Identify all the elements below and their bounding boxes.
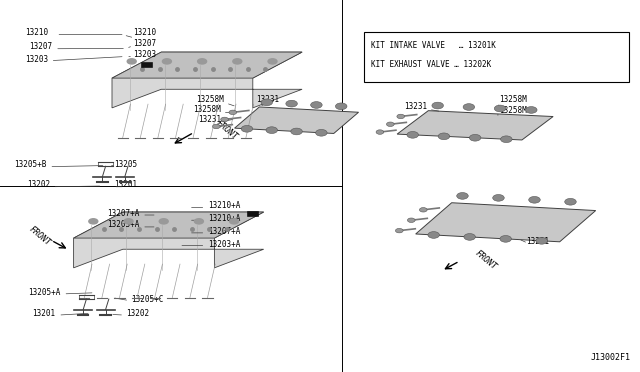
Polygon shape xyxy=(416,203,596,242)
Text: 13203+A: 13203+A xyxy=(208,240,241,248)
Bar xyxy=(247,211,259,216)
Circle shape xyxy=(89,219,98,224)
Text: 13210+A: 13210+A xyxy=(208,201,241,210)
Text: 13231: 13231 xyxy=(526,237,549,246)
Polygon shape xyxy=(74,212,264,238)
Text: 13258M: 13258M xyxy=(193,105,221,114)
Text: 13258M: 13258M xyxy=(196,95,224,104)
Circle shape xyxy=(127,59,136,64)
Circle shape xyxy=(438,133,450,140)
Text: 13231: 13231 xyxy=(404,102,428,110)
Circle shape xyxy=(159,219,168,224)
Text: FRONT: FRONT xyxy=(474,249,499,272)
Circle shape xyxy=(212,124,220,129)
Circle shape xyxy=(463,104,475,110)
Text: 13203: 13203 xyxy=(25,55,48,64)
Text: KIT EXHAUST VALVE … 13202K: KIT EXHAUST VALVE … 13202K xyxy=(371,60,492,69)
Polygon shape xyxy=(112,52,302,108)
Circle shape xyxy=(268,59,277,64)
Circle shape xyxy=(564,198,576,205)
Circle shape xyxy=(469,134,481,141)
Circle shape xyxy=(376,130,384,134)
Polygon shape xyxy=(74,212,264,268)
Text: 13231: 13231 xyxy=(198,115,221,124)
Circle shape xyxy=(500,235,511,242)
Circle shape xyxy=(261,99,273,106)
Circle shape xyxy=(310,102,322,108)
Circle shape xyxy=(221,117,228,122)
Text: 13207: 13207 xyxy=(133,39,156,48)
Polygon shape xyxy=(235,107,358,134)
Circle shape xyxy=(335,103,347,110)
Circle shape xyxy=(198,59,207,64)
Text: 13203: 13203 xyxy=(133,49,156,58)
Text: J13002F1: J13002F1 xyxy=(590,353,630,362)
Text: 13210: 13210 xyxy=(133,28,156,37)
Circle shape xyxy=(396,228,403,233)
Circle shape xyxy=(525,107,537,113)
Text: 13202: 13202 xyxy=(126,309,149,318)
Text: 13205+A: 13205+A xyxy=(28,288,61,297)
Circle shape xyxy=(286,100,298,107)
Circle shape xyxy=(195,219,204,224)
Circle shape xyxy=(229,110,237,115)
Bar xyxy=(364,32,629,82)
Circle shape xyxy=(163,59,172,64)
Circle shape xyxy=(233,59,242,64)
Bar xyxy=(141,62,152,67)
Text: 13205: 13205 xyxy=(114,160,137,169)
Circle shape xyxy=(494,105,506,112)
Text: 13258M: 13258M xyxy=(499,106,527,115)
Circle shape xyxy=(408,218,415,222)
Circle shape xyxy=(316,129,327,136)
Polygon shape xyxy=(397,111,553,140)
Circle shape xyxy=(397,114,404,119)
Circle shape xyxy=(124,219,133,224)
Text: 13207: 13207 xyxy=(29,42,52,51)
Circle shape xyxy=(387,122,394,126)
Circle shape xyxy=(529,196,540,203)
Polygon shape xyxy=(112,52,302,78)
Text: KIT INTAKE VALVE   … 13201K: KIT INTAKE VALVE … 13201K xyxy=(371,41,496,50)
Text: 13207+A: 13207+A xyxy=(107,209,140,218)
Text: 13207+A: 13207+A xyxy=(208,227,241,235)
Circle shape xyxy=(266,127,278,134)
Text: 13202: 13202 xyxy=(27,180,50,189)
Circle shape xyxy=(432,102,444,109)
Circle shape xyxy=(241,125,253,132)
Circle shape xyxy=(536,237,547,244)
Text: 13210: 13210 xyxy=(25,28,48,37)
Text: 13201: 13201 xyxy=(114,180,137,189)
Text: 13203+A: 13203+A xyxy=(107,220,140,229)
Text: 13205+C: 13205+C xyxy=(131,295,164,304)
Text: 13210+A: 13210+A xyxy=(208,214,241,223)
Circle shape xyxy=(419,208,427,212)
Text: 13201: 13201 xyxy=(33,309,56,318)
Text: FRONT: FRONT xyxy=(214,119,239,142)
Text: 13258M: 13258M xyxy=(499,94,527,103)
Circle shape xyxy=(457,193,468,199)
Circle shape xyxy=(407,131,419,138)
Circle shape xyxy=(500,136,512,142)
Circle shape xyxy=(230,219,239,224)
Circle shape xyxy=(464,234,476,240)
Text: 13205+B: 13205+B xyxy=(14,160,47,169)
Text: 13231: 13231 xyxy=(256,95,279,104)
Text: FRONT: FRONT xyxy=(27,225,52,248)
Circle shape xyxy=(291,128,302,135)
Circle shape xyxy=(428,232,440,238)
Circle shape xyxy=(493,195,504,201)
